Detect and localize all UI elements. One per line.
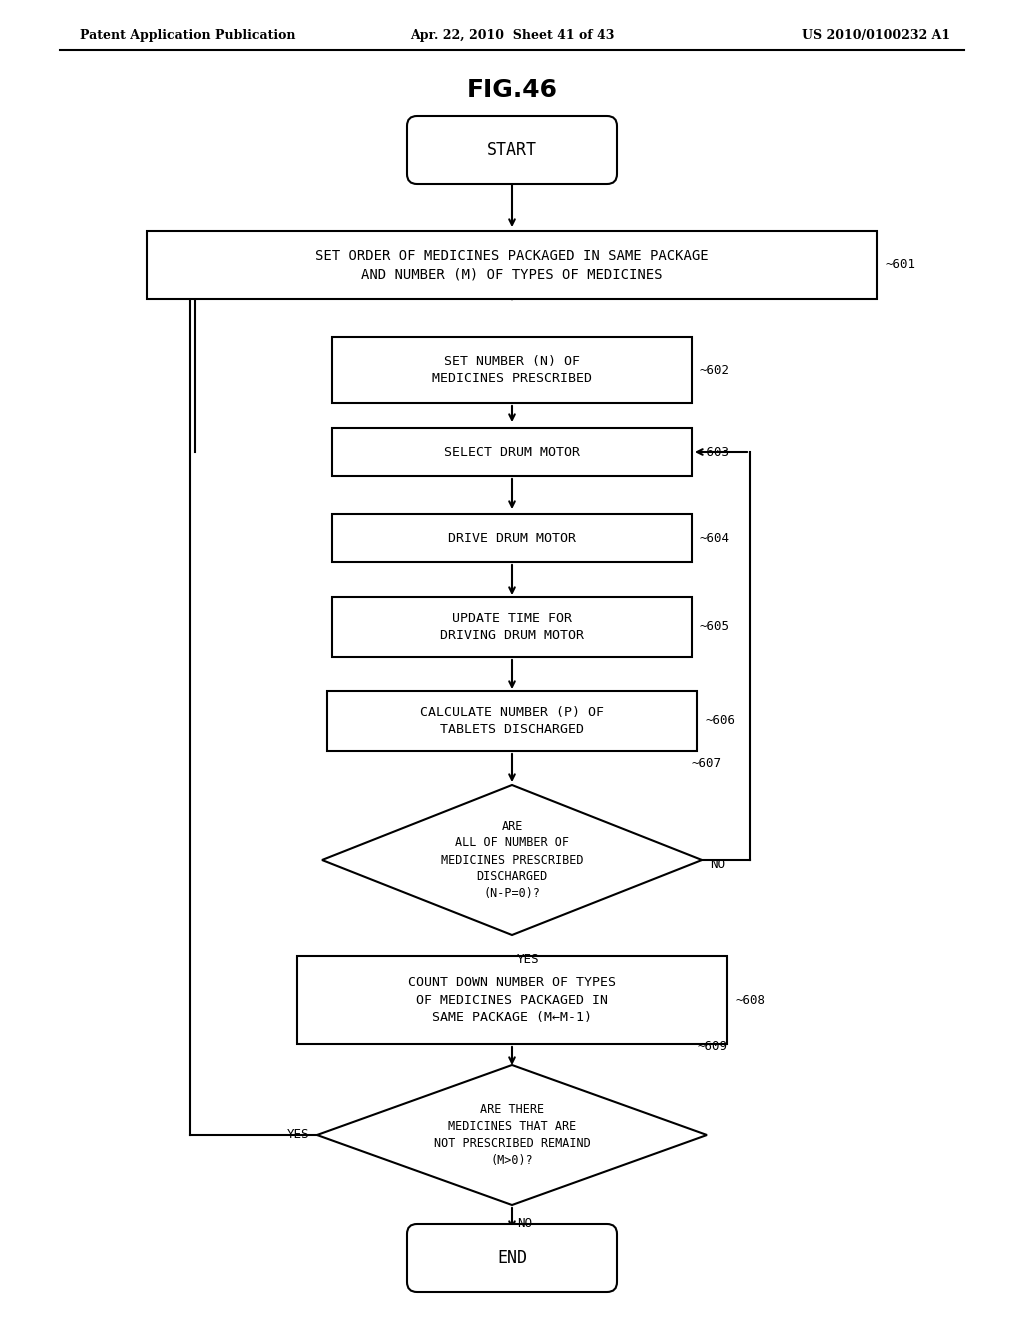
Text: NO: NO <box>710 858 725 871</box>
Bar <box>147 231 877 300</box>
Text: Patent Application Publication: Patent Application Publication <box>80 29 296 41</box>
Text: END: END <box>497 1249 527 1267</box>
Text: ~607: ~607 <box>692 756 722 770</box>
Text: UPDATE TIME FOR
DRIVING DRUM MOTOR: UPDATE TIME FOR DRIVING DRUM MOTOR <box>440 612 584 642</box>
FancyBboxPatch shape <box>407 1224 617 1292</box>
Text: Apr. 22, 2010  Sheet 41 of 43: Apr. 22, 2010 Sheet 41 of 43 <box>410 29 614 41</box>
Text: CALCULATE NUMBER (P) OF
TABLETS DISCHARGED: CALCULATE NUMBER (P) OF TABLETS DISCHARG… <box>420 706 604 737</box>
Bar <box>332 597 692 657</box>
Text: ARE THERE
MEDICINES THAT ARE
NOT PRESCRIBED REMAIND
(M>0)?: ARE THERE MEDICINES THAT ARE NOT PRESCRI… <box>433 1104 591 1167</box>
Text: FIG.46: FIG.46 <box>467 78 557 102</box>
Text: COUNT DOWN NUMBER OF TYPES
OF MEDICINES PACKAGED IN
SAME PACKAGE (M←M-1): COUNT DOWN NUMBER OF TYPES OF MEDICINES … <box>408 977 616 1023</box>
Text: US 2010/0100232 A1: US 2010/0100232 A1 <box>802 29 950 41</box>
Bar <box>332 513 692 562</box>
Bar <box>297 956 727 1044</box>
Text: SET NUMBER (N) OF
MEDICINES PRESCRIBED: SET NUMBER (N) OF MEDICINES PRESCRIBED <box>432 355 592 385</box>
Text: YES: YES <box>287 1129 309 1142</box>
Bar <box>332 337 692 403</box>
Text: ARE
ALL OF NUMBER OF
MEDICINES PRESCRIBED
DISCHARGED
(N-P=0)?: ARE ALL OF NUMBER OF MEDICINES PRESCRIBE… <box>440 820 584 900</box>
Text: ~602: ~602 <box>700 363 730 376</box>
Bar <box>327 690 697 751</box>
Text: ~608: ~608 <box>735 994 765 1006</box>
Text: ~601: ~601 <box>885 259 915 272</box>
Polygon shape <box>317 1065 707 1205</box>
Text: SET ORDER OF MEDICINES PACKAGED IN SAME PACKAGE
AND NUMBER (M) OF TYPES OF MEDIC: SET ORDER OF MEDICINES PACKAGED IN SAME … <box>315 248 709 281</box>
Polygon shape <box>322 785 702 935</box>
Text: ~606: ~606 <box>705 714 735 727</box>
Text: ~605: ~605 <box>700 620 730 634</box>
Text: ~603: ~603 <box>700 446 730 458</box>
FancyBboxPatch shape <box>407 116 617 183</box>
Text: ~609: ~609 <box>697 1040 727 1053</box>
Text: NO: NO <box>517 1217 532 1230</box>
Text: DRIVE DRUM MOTOR: DRIVE DRUM MOTOR <box>449 532 575 544</box>
Text: ~604: ~604 <box>700 532 730 544</box>
Text: SELECT DRUM MOTOR: SELECT DRUM MOTOR <box>444 446 580 458</box>
Text: YES: YES <box>517 953 540 966</box>
Bar <box>332 428 692 477</box>
Text: START: START <box>487 141 537 158</box>
